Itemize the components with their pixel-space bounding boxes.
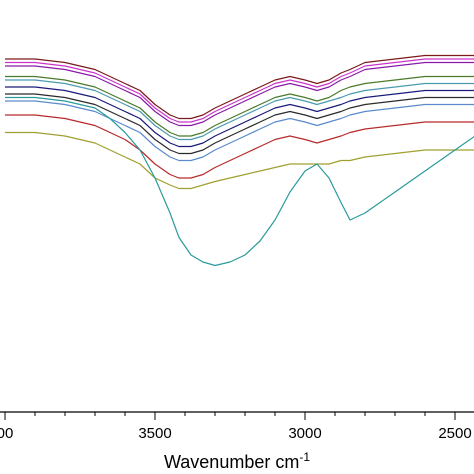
plot-area xyxy=(5,54,474,267)
spectrum-line-5 xyxy=(5,79,474,141)
spectrum-line-8 xyxy=(5,100,474,162)
x-axis-title: Wavenumber cm-1 xyxy=(164,450,310,472)
spectrum-line-11 xyxy=(5,96,474,267)
spectrum-line-7 xyxy=(5,93,474,155)
spectrum-line-3 xyxy=(5,61,474,127)
x-axis-title-text: Wavenumber cm xyxy=(164,452,299,472)
x-axis-title-superscript: -1 xyxy=(299,450,310,464)
spectrum-line-9 xyxy=(5,114,474,179)
x-tick-label: 3000 xyxy=(288,425,321,442)
spectrum-line-1 xyxy=(5,54,474,120)
spectrum-line-2 xyxy=(5,58,474,123)
x-axis-ticks: 0035003000250020001500100 xyxy=(0,412,472,442)
x-tick-label: 00 xyxy=(0,425,13,442)
x-tick-label: 3500 xyxy=(138,425,171,442)
spectrum-line-6 xyxy=(5,86,474,148)
spectrum-line-4 xyxy=(5,75,474,137)
spectrum-line-10 xyxy=(5,131,474,190)
x-tick-label: 2500 xyxy=(438,425,471,442)
